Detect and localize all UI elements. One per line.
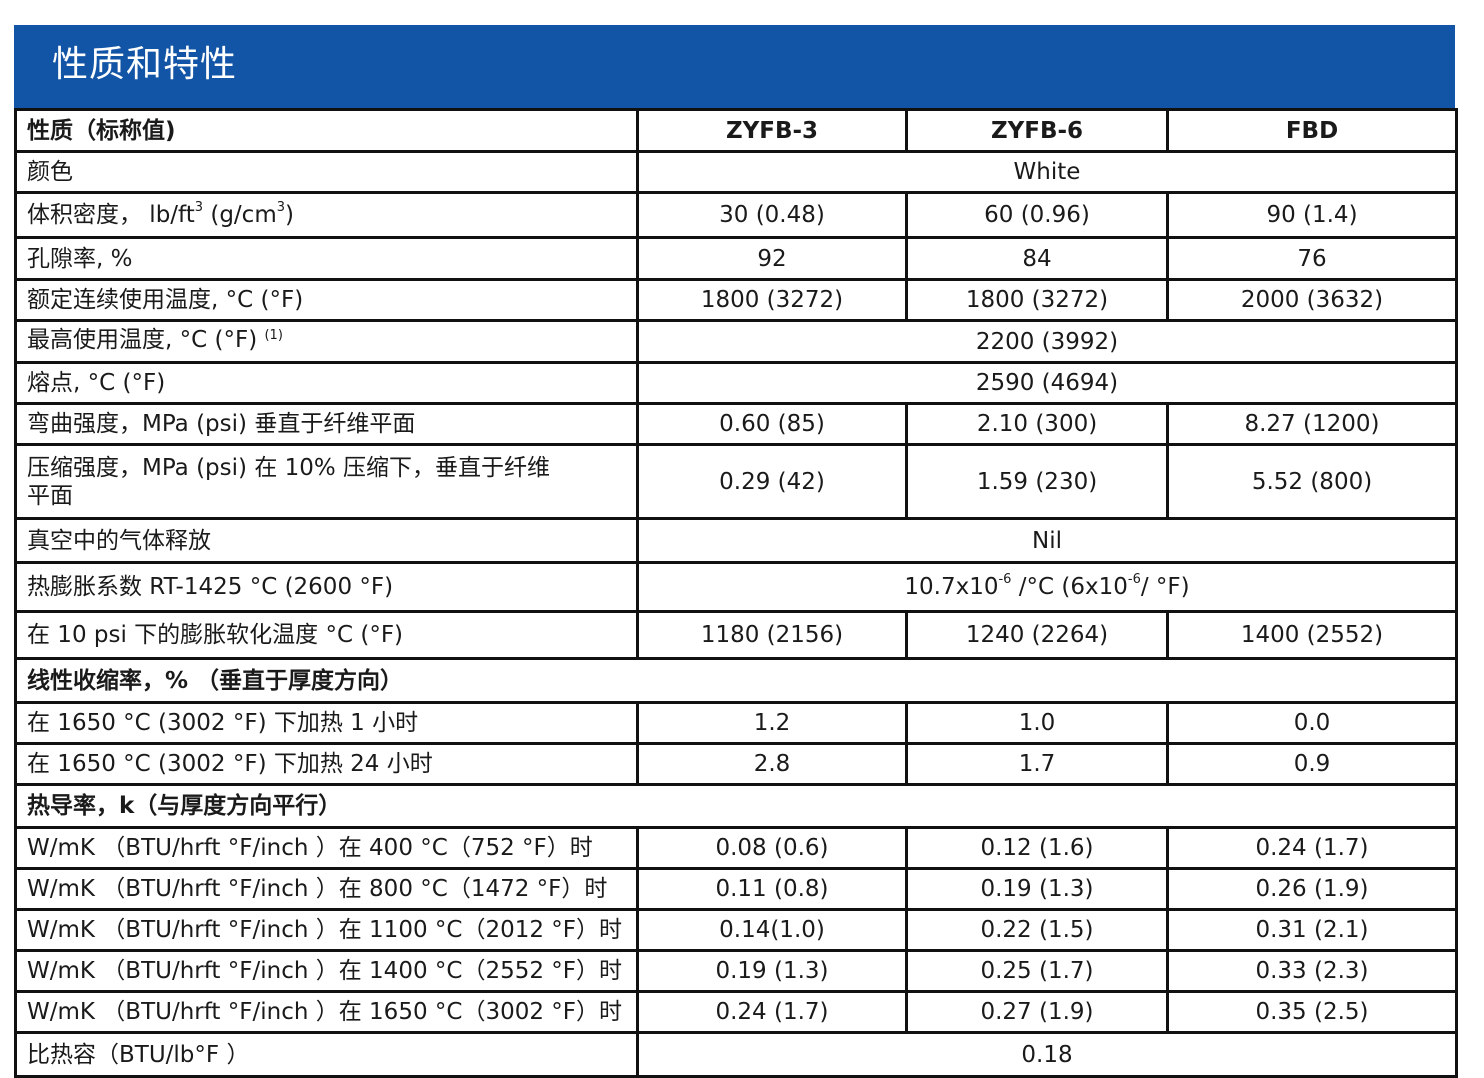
row-label: 在 1650 °C (3002 °F) 下加热 1 小时 bbox=[14, 701, 639, 745]
cell-zyfb-3: 30 (0.48) bbox=[636, 191, 908, 239]
table-row: 额定连续使用温度, °C (°F) 1800 (3272) 1800 (3272… bbox=[14, 278, 1458, 322]
cell-fbd: 90 (1.4) bbox=[1166, 191, 1458, 239]
table-row: 弯曲强度，MPa (psi) 垂直于纤维平面 0.60 (85) 2.10 (3… bbox=[14, 402, 1458, 446]
table-row: 体积密度， lb/ft3 (g/cm3) 30 (0.48) 60 (0.96)… bbox=[14, 191, 1458, 239]
row-label: 弯曲强度，MPa (psi) 垂直于纤维平面 bbox=[14, 402, 639, 446]
cell-zyfb-3: 2.8 bbox=[636, 742, 908, 786]
cell-zyfb-6: 0.22 (1.5) bbox=[905, 908, 1169, 952]
cell-fbd: 0.26 (1.9) bbox=[1166, 867, 1458, 911]
section-label: 热导率，k（与厚度方向平行） bbox=[14, 783, 1458, 829]
row-label: W/mK （BTU/hrft °F/inch ）在 1100 °C（2012 °… bbox=[14, 908, 639, 952]
table-header-row: 性质（标称值) ZYFB-3 ZYFB-6 FBD bbox=[14, 108, 1458, 153]
cell-zyfb-6: 1240 (2264) bbox=[905, 610, 1169, 660]
cell-zyfb-3: 1180 (2156) bbox=[636, 610, 908, 660]
row-label: 在 10 psi 下的膨胀软化温度 °C (°F) bbox=[14, 610, 639, 660]
footnote-marker: (1) bbox=[264, 327, 283, 343]
cell-zyfb-6: 84 bbox=[905, 236, 1169, 281]
row-label: W/mK （BTU/hrft °F/inch ）在 1650 °C（3002 °… bbox=[14, 990, 639, 1034]
cell-fbd: 0.0 bbox=[1166, 701, 1458, 745]
row-label: 熔点, °C (°F) bbox=[14, 361, 639, 405]
cell-zyfb-6: 1800 (3272) bbox=[905, 278, 1169, 322]
row-label: W/mK （BTU/hrft °F/inch ）在 400 °C（752 °F）… bbox=[14, 826, 639, 870]
table-row: 在 1650 °C (3002 °F) 下加热 1 小时 1.2 1.0 0.0 bbox=[14, 701, 1458, 745]
section-banner: 性质和特性 bbox=[14, 25, 1455, 109]
cell-zyfb-6: 1.7 bbox=[905, 742, 1169, 786]
cell-zyfb-3: 0.60 (85) bbox=[636, 402, 908, 446]
table-row: 最高使用温度, °C (°F) (1) 2200 (3992) bbox=[14, 319, 1458, 364]
table-row: 真空中的气体释放 Nil bbox=[14, 517, 1458, 564]
row-label: 压缩强度，MPa (psi) 在 10% 压缩下，垂直于纤维 平面 bbox=[14, 443, 639, 520]
table-row: 压缩强度，MPa (psi) 在 10% 压缩下，垂直于纤维 平面 0.29 (4… bbox=[14, 443, 1458, 520]
row-label: 体积密度， lb/ft3 (g/cm3) bbox=[14, 191, 639, 239]
row-value: 2200 (3992) bbox=[636, 319, 1458, 364]
table-row: W/mK （BTU/hrft °F/inch ）在 800 °C（1472 °F… bbox=[14, 867, 1458, 911]
cell-fbd: 0.35 (2.5) bbox=[1166, 990, 1458, 1034]
cell-zyfb-6: 0.27 (1.9) bbox=[905, 990, 1169, 1034]
table-row: 颜色 White bbox=[14, 150, 1458, 194]
cell-fbd: 0.31 (2.1) bbox=[1166, 908, 1458, 952]
table-row: 孔隙率, % 92 84 76 bbox=[14, 236, 1458, 281]
table-row: W/mK （BTU/hrft °F/inch ）在 1100 °C（2012 °… bbox=[14, 908, 1458, 952]
cell-zyfb-3: 1800 (3272) bbox=[636, 278, 908, 322]
cell-fbd: 0.24 (1.7) bbox=[1166, 826, 1458, 870]
cell-zyfb-3: 0.19 (1.3) bbox=[636, 949, 908, 993]
cell-fbd: 0.9 bbox=[1166, 742, 1458, 786]
row-label: 最高使用温度, °C (°F) (1) bbox=[14, 319, 639, 364]
row-label: 真空中的气体释放 bbox=[14, 517, 639, 564]
row-value: 10.7x10-6 /°C (6x10-6/ °F) bbox=[636, 561, 1458, 613]
cell-zyfb-3: 1.2 bbox=[636, 701, 908, 745]
cell-fbd: 8.27 (1200) bbox=[1166, 402, 1458, 446]
row-value: Nil bbox=[636, 517, 1458, 564]
cell-zyfb-3: 0.08 (0.6) bbox=[636, 826, 908, 870]
section-row-conductivity: 热导率，k（与厚度方向平行） bbox=[14, 783, 1458, 829]
cell-zyfb-3: 0.29 (42) bbox=[636, 443, 908, 520]
cell-zyfb-6: 60 (0.96) bbox=[905, 191, 1169, 239]
cell-zyfb-6: 2.10 (300) bbox=[905, 402, 1169, 446]
row-label: W/mK （BTU/hrft °F/inch ）在 1400 °C（2552 °… bbox=[14, 949, 639, 993]
cell-zyfb-3: 0.24 (1.7) bbox=[636, 990, 908, 1034]
table-row: 在 1650 °C (3002 °F) 下加热 24 小时 2.8 1.7 0.… bbox=[14, 742, 1458, 786]
table-row: 熔点, °C (°F) 2590 (4694) bbox=[14, 361, 1458, 405]
row-label: 额定连续使用温度, °C (°F) bbox=[14, 278, 639, 322]
section-label: 线性收缩率，% （垂直于厚度方向） bbox=[14, 657, 1458, 704]
row-value: 2590 (4694) bbox=[636, 361, 1458, 405]
section-title: 性质和特性 bbox=[52, 44, 238, 85]
row-label: 热膨胀系数 RT-1425 °C (2600 °F) bbox=[14, 561, 639, 613]
cell-fbd: 0.33 (2.3) bbox=[1166, 949, 1458, 993]
table-row: W/mK （BTU/hrft °F/inch ）在 400 °C（752 °F）… bbox=[14, 826, 1458, 870]
header-fbd: FBD bbox=[1166, 108, 1458, 153]
cell-fbd: 1400 (2552) bbox=[1166, 610, 1458, 660]
cell-zyfb-3: 92 bbox=[636, 236, 908, 281]
header-zyfb-3: ZYFB-3 bbox=[636, 108, 908, 153]
row-label: 颜色 bbox=[14, 150, 639, 194]
cell-zyfb-6: 1.59 (230) bbox=[905, 443, 1169, 520]
row-value: White bbox=[636, 150, 1458, 194]
header-zyfb-6: ZYFB-6 bbox=[905, 108, 1169, 153]
cell-zyfb-3: 0.11 (0.8) bbox=[636, 867, 908, 911]
table-row: 在 10 psi 下的膨胀软化温度 °C (°F) 1180 (2156) 12… bbox=[14, 610, 1458, 660]
properties-table: 性质（标称值) ZYFB-3 ZYFB-6 FBD 颜色 White 体积密度，… bbox=[14, 108, 1458, 1078]
table-row: W/mK （BTU/hrft °F/inch ）在 1400 °C（2552 °… bbox=[14, 949, 1458, 993]
cell-zyfb-6: 1.0 bbox=[905, 701, 1169, 745]
row-label: 孔隙率, % bbox=[14, 236, 639, 281]
header-property: 性质（标称值) bbox=[14, 108, 639, 153]
cell-zyfb-6: 0.19 (1.3) bbox=[905, 867, 1169, 911]
table-row: W/mK （BTU/hrft °F/inch ）在 1650 °C（3002 °… bbox=[14, 990, 1458, 1034]
row-label: W/mK （BTU/hrft °F/inch ）在 800 °C（1472 °F… bbox=[14, 867, 639, 911]
cell-fbd: 5.52 (800) bbox=[1166, 443, 1458, 520]
cell-zyfb-3: 0.14(1.0) bbox=[636, 908, 908, 952]
section-row-shrinkage: 线性收缩率，% （垂直于厚度方向） bbox=[14, 657, 1458, 704]
cell-zyfb-6: 0.25 (1.7) bbox=[905, 949, 1169, 993]
table-row: 热膨胀系数 RT-1425 °C (2600 °F) 10.7x10-6 /°C… bbox=[14, 561, 1458, 613]
row-label: 在 1650 °C (3002 °F) 下加热 24 小时 bbox=[14, 742, 639, 786]
cell-zyfb-6: 0.12 (1.6) bbox=[905, 826, 1169, 870]
cell-fbd: 76 bbox=[1166, 236, 1458, 281]
cell-fbd: 2000 (3632) bbox=[1166, 278, 1458, 322]
